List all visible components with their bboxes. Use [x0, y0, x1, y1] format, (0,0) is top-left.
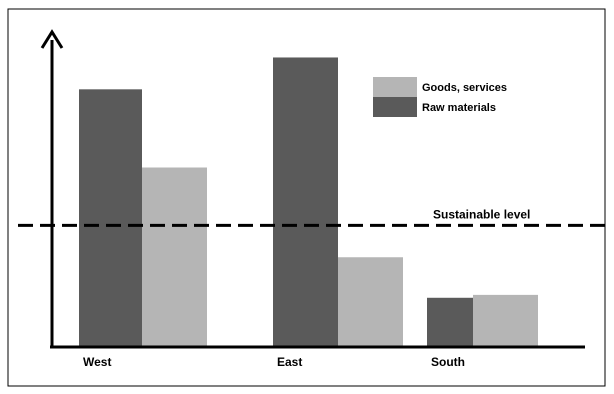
legend: Goods, services Raw materials — [373, 77, 507, 117]
legend-swatch-raw-materials — [373, 97, 417, 117]
legend-label-goods-services: Goods, services — [422, 82, 507, 94]
axes-layer — [40, 29, 585, 349]
legend-label-raw-materials: Raw materials — [422, 102, 496, 114]
bar-east-goods-services — [338, 257, 403, 347]
bar-west-raw-materials — [79, 89, 142, 348]
x-tick-label-south: South — [431, 355, 465, 369]
x-tick-label-west: West — [83, 355, 111, 369]
y-axis-arrow-icon — [40, 29, 64, 49]
legend-swatch-goods-services — [373, 77, 417, 97]
bars-layer — [79, 57, 538, 348]
x-tick-labels: West East South — [83, 355, 465, 369]
bar-east-raw-materials — [273, 57, 338, 347]
bar-west-goods-services — [142, 167, 207, 347]
x-tick-label-east: East — [277, 355, 302, 369]
sustainable-level-label: Sustainable level — [433, 207, 530, 221]
bar-south-raw-materials — [427, 297, 473, 347]
bar-south-goods-services — [473, 294, 538, 347]
reference-line-layer: Sustainable level — [18, 207, 610, 227]
